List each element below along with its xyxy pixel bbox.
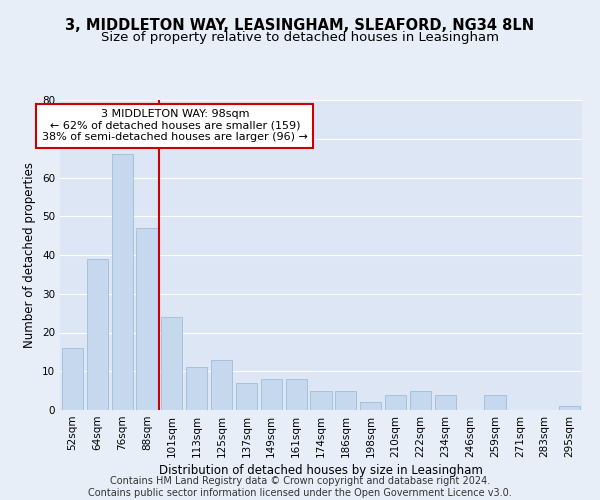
Bar [435, 394, 456, 410]
Bar [286, 379, 307, 410]
Bar [310, 390, 332, 410]
Text: Size of property relative to detached houses in Leasingham: Size of property relative to detached ho… [101, 31, 499, 44]
Bar [112, 154, 133, 410]
Bar [484, 394, 506, 410]
Bar [136, 228, 158, 410]
Y-axis label: Number of detached properties: Number of detached properties [23, 162, 37, 348]
Bar [87, 259, 108, 410]
Text: Contains HM Land Registry data © Crown copyright and database right 2024.
Contai: Contains HM Land Registry data © Crown c… [88, 476, 512, 498]
Bar [559, 406, 580, 410]
Bar [360, 402, 381, 410]
Bar [236, 383, 257, 410]
Bar [211, 360, 232, 410]
Bar [410, 390, 431, 410]
Text: 3 MIDDLETON WAY: 98sqm
← 62% of detached houses are smaller (159)
38% of semi-de: 3 MIDDLETON WAY: 98sqm ← 62% of detached… [42, 110, 308, 142]
Bar [385, 394, 406, 410]
X-axis label: Distribution of detached houses by size in Leasingham: Distribution of detached houses by size … [159, 464, 483, 477]
Bar [261, 379, 282, 410]
Bar [186, 368, 207, 410]
Bar [335, 390, 356, 410]
Bar [62, 348, 83, 410]
Text: 3, MIDDLETON WAY, LEASINGHAM, SLEAFORD, NG34 8LN: 3, MIDDLETON WAY, LEASINGHAM, SLEAFORD, … [65, 18, 535, 32]
Bar [161, 317, 182, 410]
